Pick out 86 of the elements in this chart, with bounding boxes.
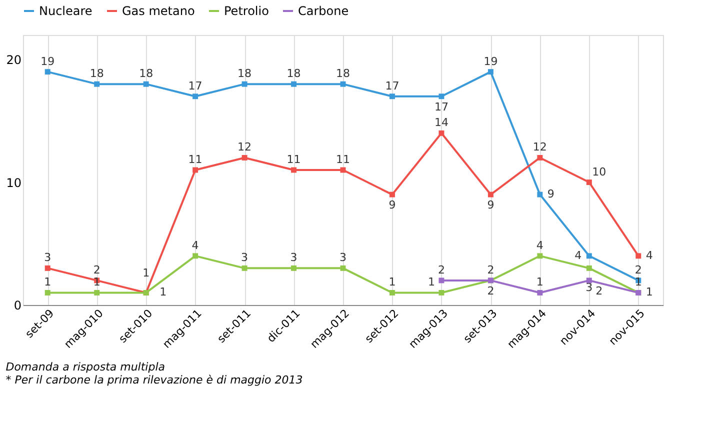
data-label: 19 bbox=[40, 54, 55, 68]
text: * Per il carbone la prima rilevazione è di maggio 2013 bbox=[6, 374, 303, 387]
data-label: 1 bbox=[388, 276, 396, 289]
data-label: 1 bbox=[44, 276, 52, 289]
data-label: 10 bbox=[592, 165, 606, 178]
data-label: 2 bbox=[596, 284, 603, 298]
data-label: 3 bbox=[44, 251, 52, 264]
point bbox=[291, 265, 297, 271]
point bbox=[291, 81, 297, 87]
point bbox=[438, 278, 444, 284]
data-label: 2 bbox=[487, 284, 494, 298]
data-label: 4 bbox=[536, 238, 544, 252]
data-label: 18 bbox=[336, 67, 350, 80]
point bbox=[44, 265, 50, 271]
data-label: 4 bbox=[574, 248, 582, 262]
data-label: 2 bbox=[93, 263, 100, 276]
point bbox=[586, 253, 592, 259]
data-label: 9 bbox=[388, 198, 396, 212]
point bbox=[438, 290, 444, 296]
data-label: 1 bbox=[160, 286, 167, 299]
y-tick-label: 20 bbox=[6, 53, 22, 68]
legend-label: Nucleare bbox=[39, 4, 92, 18]
data-label: 9 bbox=[547, 188, 554, 201]
data-label: 4 bbox=[192, 238, 199, 252]
legend-label: Carbone bbox=[298, 4, 349, 18]
point bbox=[192, 253, 198, 259]
point bbox=[192, 167, 198, 173]
text: Domanda a risposta multipla bbox=[6, 360, 166, 374]
point bbox=[340, 265, 346, 271]
data-label: 17 bbox=[188, 79, 202, 92]
point bbox=[636, 253, 642, 259]
data-label: 2 bbox=[438, 263, 445, 276]
y-tick-label: 10 bbox=[6, 176, 22, 190]
data-label: 4 bbox=[646, 248, 653, 262]
data-label: 3 bbox=[586, 281, 593, 294]
point bbox=[586, 180, 592, 186]
data-label: 11 bbox=[188, 153, 202, 166]
data-label: 11 bbox=[286, 153, 301, 166]
y-tick-label: 0 bbox=[14, 298, 22, 312]
data-label: 18 bbox=[286, 67, 301, 80]
point bbox=[192, 94, 198, 100]
point bbox=[340, 81, 346, 87]
point bbox=[537, 192, 543, 198]
point bbox=[242, 265, 248, 271]
data-label: 1 bbox=[536, 276, 544, 289]
point bbox=[94, 81, 100, 87]
point bbox=[389, 290, 395, 296]
point bbox=[438, 94, 444, 100]
data-label: 1 bbox=[142, 266, 150, 280]
point bbox=[291, 167, 297, 173]
data-label: 18 bbox=[238, 67, 252, 80]
data-label: 1 bbox=[646, 286, 653, 299]
data-label: 11 bbox=[336, 153, 350, 166]
data-label: 1 bbox=[428, 276, 435, 289]
data-label: 9 bbox=[487, 198, 494, 212]
data-label: 18 bbox=[139, 67, 154, 80]
point bbox=[537, 154, 543, 160]
point bbox=[242, 81, 248, 87]
data-label: 19 bbox=[484, 54, 498, 68]
data-label: 14 bbox=[434, 116, 448, 130]
point bbox=[94, 290, 100, 296]
data-label: 2 bbox=[634, 263, 642, 276]
point bbox=[537, 290, 543, 296]
point bbox=[586, 265, 592, 271]
data-label: 3 bbox=[241, 251, 248, 264]
point bbox=[44, 69, 50, 75]
point bbox=[389, 192, 395, 198]
point bbox=[44, 290, 50, 296]
data-label: 17 bbox=[434, 100, 448, 114]
legend-label: Gas metano bbox=[122, 4, 195, 18]
point bbox=[438, 130, 444, 136]
point bbox=[488, 192, 494, 198]
data-label: 12 bbox=[238, 140, 252, 154]
point bbox=[143, 81, 149, 87]
data-label: 3 bbox=[340, 251, 346, 264]
data-label: 17 bbox=[385, 79, 400, 92]
point bbox=[242, 154, 248, 160]
data-label: 3 bbox=[290, 251, 298, 264]
data-label: 12 bbox=[532, 140, 547, 154]
data-label: 2 bbox=[487, 263, 494, 276]
legend-label: Petrolio bbox=[224, 4, 269, 18]
point bbox=[586, 278, 592, 284]
point bbox=[488, 69, 494, 75]
point bbox=[389, 94, 395, 100]
point bbox=[537, 253, 543, 259]
data-label: 18 bbox=[90, 67, 104, 80]
